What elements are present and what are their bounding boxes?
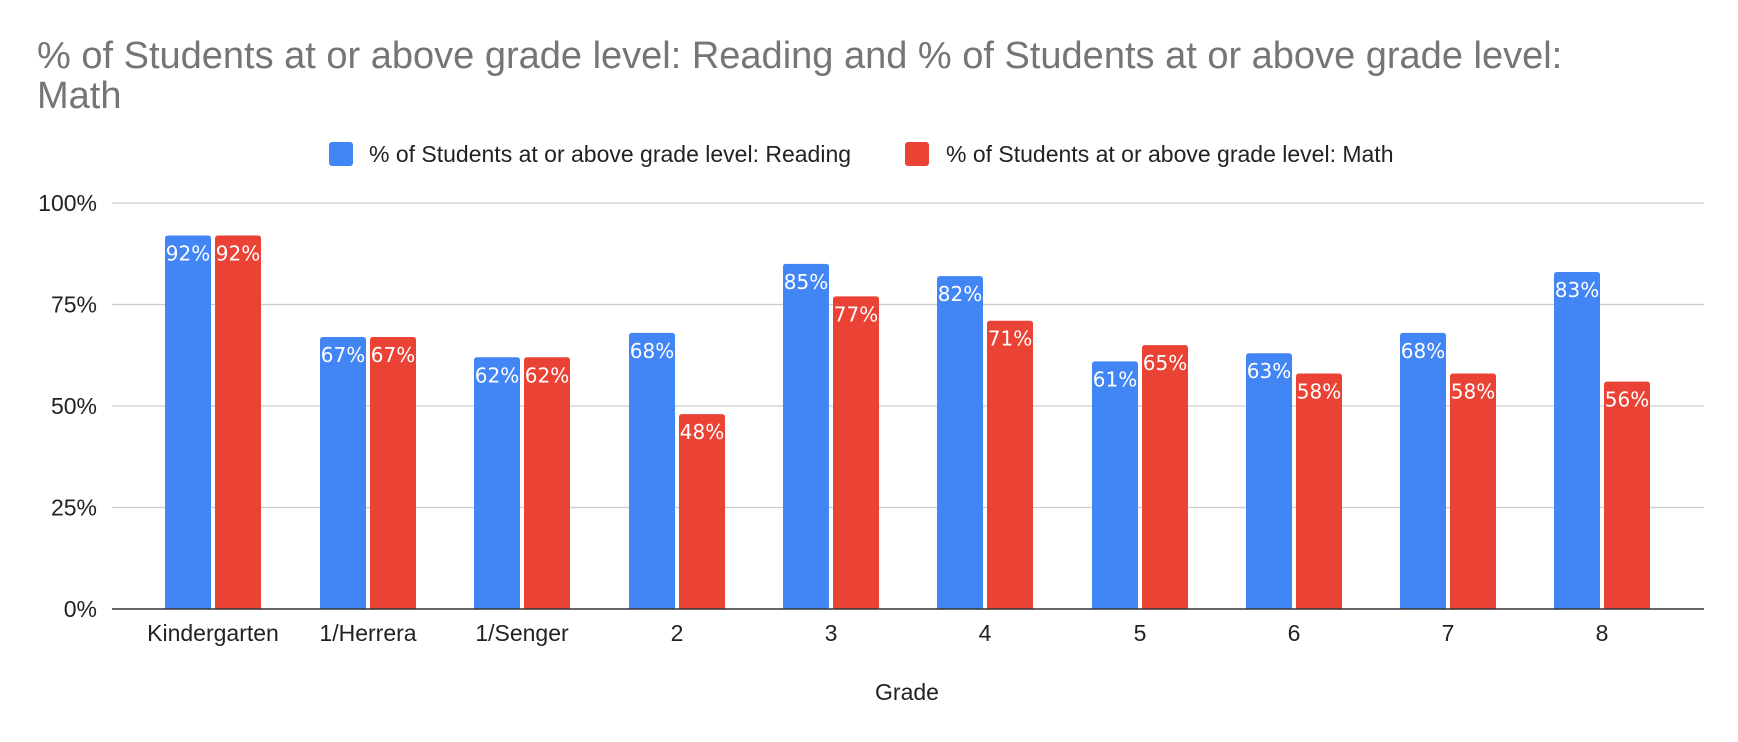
bar-math bbox=[833, 296, 879, 609]
bar-reading bbox=[629, 332, 675, 609]
legend-swatch-math bbox=[905, 142, 929, 166]
x-tick-label: 5 bbox=[1134, 620, 1147, 646]
bar-reading bbox=[1554, 272, 1600, 609]
bar-reading bbox=[474, 357, 520, 609]
bar-math bbox=[1296, 373, 1342, 609]
x-tick-label: Kindergarten bbox=[147, 620, 279, 646]
x-tick-label: 8 bbox=[1596, 620, 1609, 646]
y-tick-label: 25% bbox=[51, 495, 97, 521]
bar-math bbox=[1604, 381, 1650, 609]
bar-math bbox=[1450, 373, 1496, 609]
data-label-reading: 61% bbox=[1093, 367, 1137, 391]
data-label-math: 67% bbox=[371, 343, 415, 367]
data-label-reading: 85% bbox=[784, 270, 828, 294]
x-tick-label: 3 bbox=[825, 620, 838, 646]
bar-math bbox=[370, 336, 416, 609]
legend-label-math: % of Students at or above grade level: M… bbox=[946, 141, 1394, 167]
y-tick-label: 0% bbox=[64, 596, 97, 622]
bar-reading bbox=[1400, 332, 1446, 609]
bar-math bbox=[215, 235, 261, 610]
chart-title: % of Students at or above grade level: R… bbox=[37, 35, 1562, 117]
y-tick-label: 75% bbox=[51, 292, 97, 318]
data-label-reading: 92% bbox=[166, 241, 210, 265]
x-axis-title: Grade bbox=[875, 679, 939, 705]
data-label-reading: 67% bbox=[321, 343, 365, 367]
legend-label-reading: % of Students at or above grade level: R… bbox=[369, 141, 851, 167]
bar-math bbox=[1142, 345, 1188, 609]
x-tick-label: 7 bbox=[1442, 620, 1455, 646]
data-label-math: 92% bbox=[216, 241, 260, 265]
x-tick-label: 1/Senger bbox=[475, 620, 569, 646]
x-tick-label: 6 bbox=[1288, 620, 1301, 646]
data-label-reading: 83% bbox=[1555, 278, 1599, 302]
bar-math bbox=[524, 357, 570, 609]
data-label-math: 48% bbox=[680, 420, 724, 444]
data-label-math: 65% bbox=[1143, 351, 1187, 375]
bar-math bbox=[679, 414, 725, 609]
data-label-math: 62% bbox=[525, 363, 569, 387]
legend-swatch-reading bbox=[329, 142, 353, 166]
bar-reading bbox=[783, 263, 829, 609]
chart-title-line-2: Math bbox=[37, 75, 121, 117]
x-tick-label: 4 bbox=[979, 620, 992, 646]
bar-reading bbox=[937, 276, 983, 609]
bars bbox=[165, 235, 1650, 610]
chart-title-line-1: % of Students at or above grade level: R… bbox=[37, 35, 1562, 77]
data-label-reading: 82% bbox=[938, 282, 982, 306]
x-axis-tick-labels: Kindergarten 1/Herrera 1/Senger 2 3 4 5 6 7 8 bbox=[147, 620, 1608, 646]
data-label-math: 58% bbox=[1297, 380, 1341, 404]
data-label-math: 77% bbox=[834, 302, 878, 326]
bar-reading bbox=[320, 336, 366, 609]
x-tick-label: 1/Herrera bbox=[319, 620, 416, 646]
bar-reading bbox=[165, 235, 211, 610]
data-label-math: 71% bbox=[988, 327, 1032, 351]
legend: % of Students at or above grade level: R… bbox=[329, 141, 1394, 167]
x-tick-label: 2 bbox=[671, 620, 684, 646]
data-label-math: 56% bbox=[1605, 388, 1649, 412]
y-axis-tick-labels: 0% 25% 50% 75% 100% bbox=[38, 190, 97, 622]
data-label-reading: 68% bbox=[1401, 339, 1445, 363]
data-label-reading: 63% bbox=[1247, 359, 1291, 383]
bar-math bbox=[987, 320, 1033, 609]
data-label-reading: 62% bbox=[475, 363, 519, 387]
data-label-math: 58% bbox=[1451, 380, 1495, 404]
y-tick-label: 100% bbox=[38, 190, 97, 216]
data-label-reading: 68% bbox=[630, 339, 674, 363]
bar-reading bbox=[1246, 353, 1292, 609]
y-tick-label: 50% bbox=[51, 393, 97, 419]
data-labels: 92% 92%67% 67%62% 62%68%48%85%77%82%71%61%6… bbox=[166, 241, 1649, 444]
bar-reading bbox=[1092, 361, 1138, 609]
